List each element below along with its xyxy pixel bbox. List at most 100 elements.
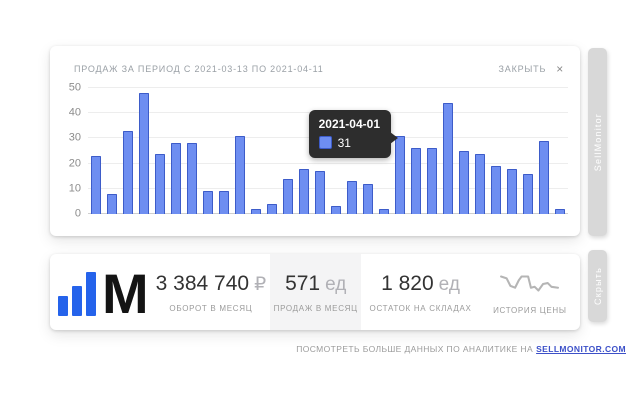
bar-2021-04-05[interactable] (458, 151, 470, 214)
bar-2021-03-31[interactable] (378, 208, 390, 214)
bar-slot (360, 88, 376, 214)
sales-chart-card: ПРОДАЖ ЗА ПЕРИОД С 2021-03-13 ПО 2021-04… (50, 46, 580, 236)
bar-slot (408, 88, 424, 214)
sellmonitor-logo: M (50, 254, 152, 330)
tooltip-arrow-icon (390, 131, 398, 144)
bar-slot (184, 88, 200, 214)
bar-slot (136, 88, 152, 214)
stat-label: ИСТОРИЯ ЦЕНЫ (493, 305, 567, 315)
bar-slot (88, 88, 104, 214)
y-tick-label: 0 (74, 207, 81, 220)
price-history-sparkline-icon (499, 275, 559, 292)
bar-2021-03-19[interactable] (186, 143, 198, 214)
y-axis: 0 10 20 30 40 50 (62, 82, 88, 219)
bar-2021-04-01[interactable] (394, 135, 406, 214)
units-label: ед (438, 273, 460, 295)
gridline (88, 87, 568, 88)
logo-bar-icon (72, 286, 82, 316)
bar-slot (552, 88, 568, 214)
units-label: ед (325, 273, 347, 295)
bar-2021-04-07[interactable] (490, 166, 502, 214)
bar-slot (216, 88, 232, 214)
gridline (88, 187, 568, 189)
chart-plot: 2021-04-01 31 (88, 87, 568, 214)
bar-2021-04-11[interactable] (554, 208, 566, 214)
bar-2021-03-29[interactable] (346, 181, 358, 214)
bar-slot (504, 88, 520, 214)
y-tick-label: 50 (68, 81, 81, 94)
bar-slot (440, 88, 456, 214)
gridline (88, 162, 568, 164)
stat-value: 571 ед (285, 272, 346, 296)
bar-slot (536, 88, 552, 214)
close-label: ЗАКРЫТЬ (498, 64, 547, 74)
bar-slot (312, 88, 328, 214)
y-tick-label: 40 (68, 106, 81, 119)
bar-slot (392, 88, 408, 214)
bar-slot (280, 88, 296, 214)
tooltip-date: 2021-04-01 (318, 116, 380, 131)
side-tab-label: Скрыть (592, 267, 603, 305)
bar-2021-03-30[interactable] (362, 183, 374, 214)
bar-2021-03-23[interactable] (250, 208, 262, 214)
bar-slot (120, 88, 136, 214)
chart-tooltip: 2021-04-01 31 (308, 109, 398, 158)
gridline (88, 213, 568, 214)
bar-2021-03-28[interactable] (330, 206, 342, 214)
bar-slot (152, 88, 168, 214)
bar-slot (168, 88, 184, 214)
footer-note: ПОСМОТРЕТЬ БОЛЬШЕ ДАННЫХ ПО АНАЛИТИКЕ НА… (296, 344, 626, 354)
stat-monthly-sales: 571 ед ПРОДАЖ В МЕСЯЦ (270, 254, 362, 330)
sales-value: 571 (285, 271, 321, 295)
stat-value: 3 384 740 ₽ (156, 272, 267, 296)
bar-2021-04-08[interactable] (506, 168, 518, 214)
y-tick-label: 20 (68, 157, 81, 170)
hide-side-tab[interactable]: Скрыть (588, 250, 607, 322)
chart-period-title: ПРОДАЖ ЗА ПЕРИОД С 2021-03-13 ПО 2021-04… (74, 64, 324, 74)
bar-2021-03-21[interactable] (218, 191, 230, 214)
stat-warehouse-stock: 1 820 ед ОСТАТОК НА СКЛАДАХ (361, 254, 479, 330)
bar-slot (520, 88, 536, 214)
bar-2021-03-24[interactable] (266, 203, 278, 214)
bar-2021-03-26[interactable] (298, 168, 310, 214)
bar-2021-03-20[interactable] (202, 191, 214, 214)
bar-slot (376, 88, 392, 214)
turnover-value: 3 384 740 (155, 271, 250, 295)
bar-slot (344, 88, 360, 214)
series-swatch-icon (318, 136, 332, 150)
bar-2021-03-13[interactable] (90, 156, 102, 214)
bar-slot (248, 88, 264, 214)
ruble-sign: ₽ (254, 273, 267, 295)
side-tab-label: SellMonitor (592, 112, 603, 172)
bar-slot (472, 88, 488, 214)
bar-2021-03-27[interactable] (314, 171, 326, 214)
bar-2021-03-22[interactable] (234, 135, 246, 214)
bar-2021-04-03[interactable] (426, 148, 438, 214)
bar-2021-04-02[interactable] (410, 148, 422, 214)
logo-bar-icon (58, 296, 68, 316)
sellmonitor-side-tab[interactable]: SellMonitor (588, 48, 607, 236)
bar-slot (424, 88, 440, 214)
bar-slot (200, 88, 216, 214)
bar-slot (264, 88, 280, 214)
sellmonitor-link[interactable]: SELLMONITOR.COM (536, 344, 626, 354)
bar-2021-04-04[interactable] (442, 103, 454, 214)
bar-2021-04-06[interactable] (474, 153, 486, 214)
close-button[interactable]: ЗАКРЫТЬ × (499, 63, 564, 75)
bar-2021-03-17[interactable] (154, 153, 166, 214)
bar-2021-04-10[interactable] (538, 140, 550, 214)
stat-value: 1 820 ед (381, 272, 460, 296)
bar-2021-03-18[interactable] (170, 143, 182, 214)
bar-slot (104, 88, 120, 214)
tooltip-value: 31 (337, 135, 351, 150)
stat-price-history[interactable]: ИСТОРИЯ ЦЕНЫ (480, 254, 580, 330)
bar-2021-03-16[interactable] (138, 93, 150, 214)
footer-text: ПОСМОТРЕТЬ БОЛЬШЕ ДАННЫХ ПО АНАЛИТИКЕ НА (296, 344, 534, 354)
bar-2021-04-09[interactable] (522, 173, 534, 214)
bar-2021-03-14[interactable] (106, 193, 118, 214)
logo-bar-icon (86, 272, 96, 316)
y-tick-label: 10 (68, 182, 81, 195)
bar-2021-03-25[interactable] (282, 178, 294, 214)
chart-header: ПРОДАЖ ЗА ПЕРИОД С 2021-03-13 ПО 2021-04… (50, 46, 580, 79)
bar-2021-03-15[interactable] (122, 130, 134, 214)
